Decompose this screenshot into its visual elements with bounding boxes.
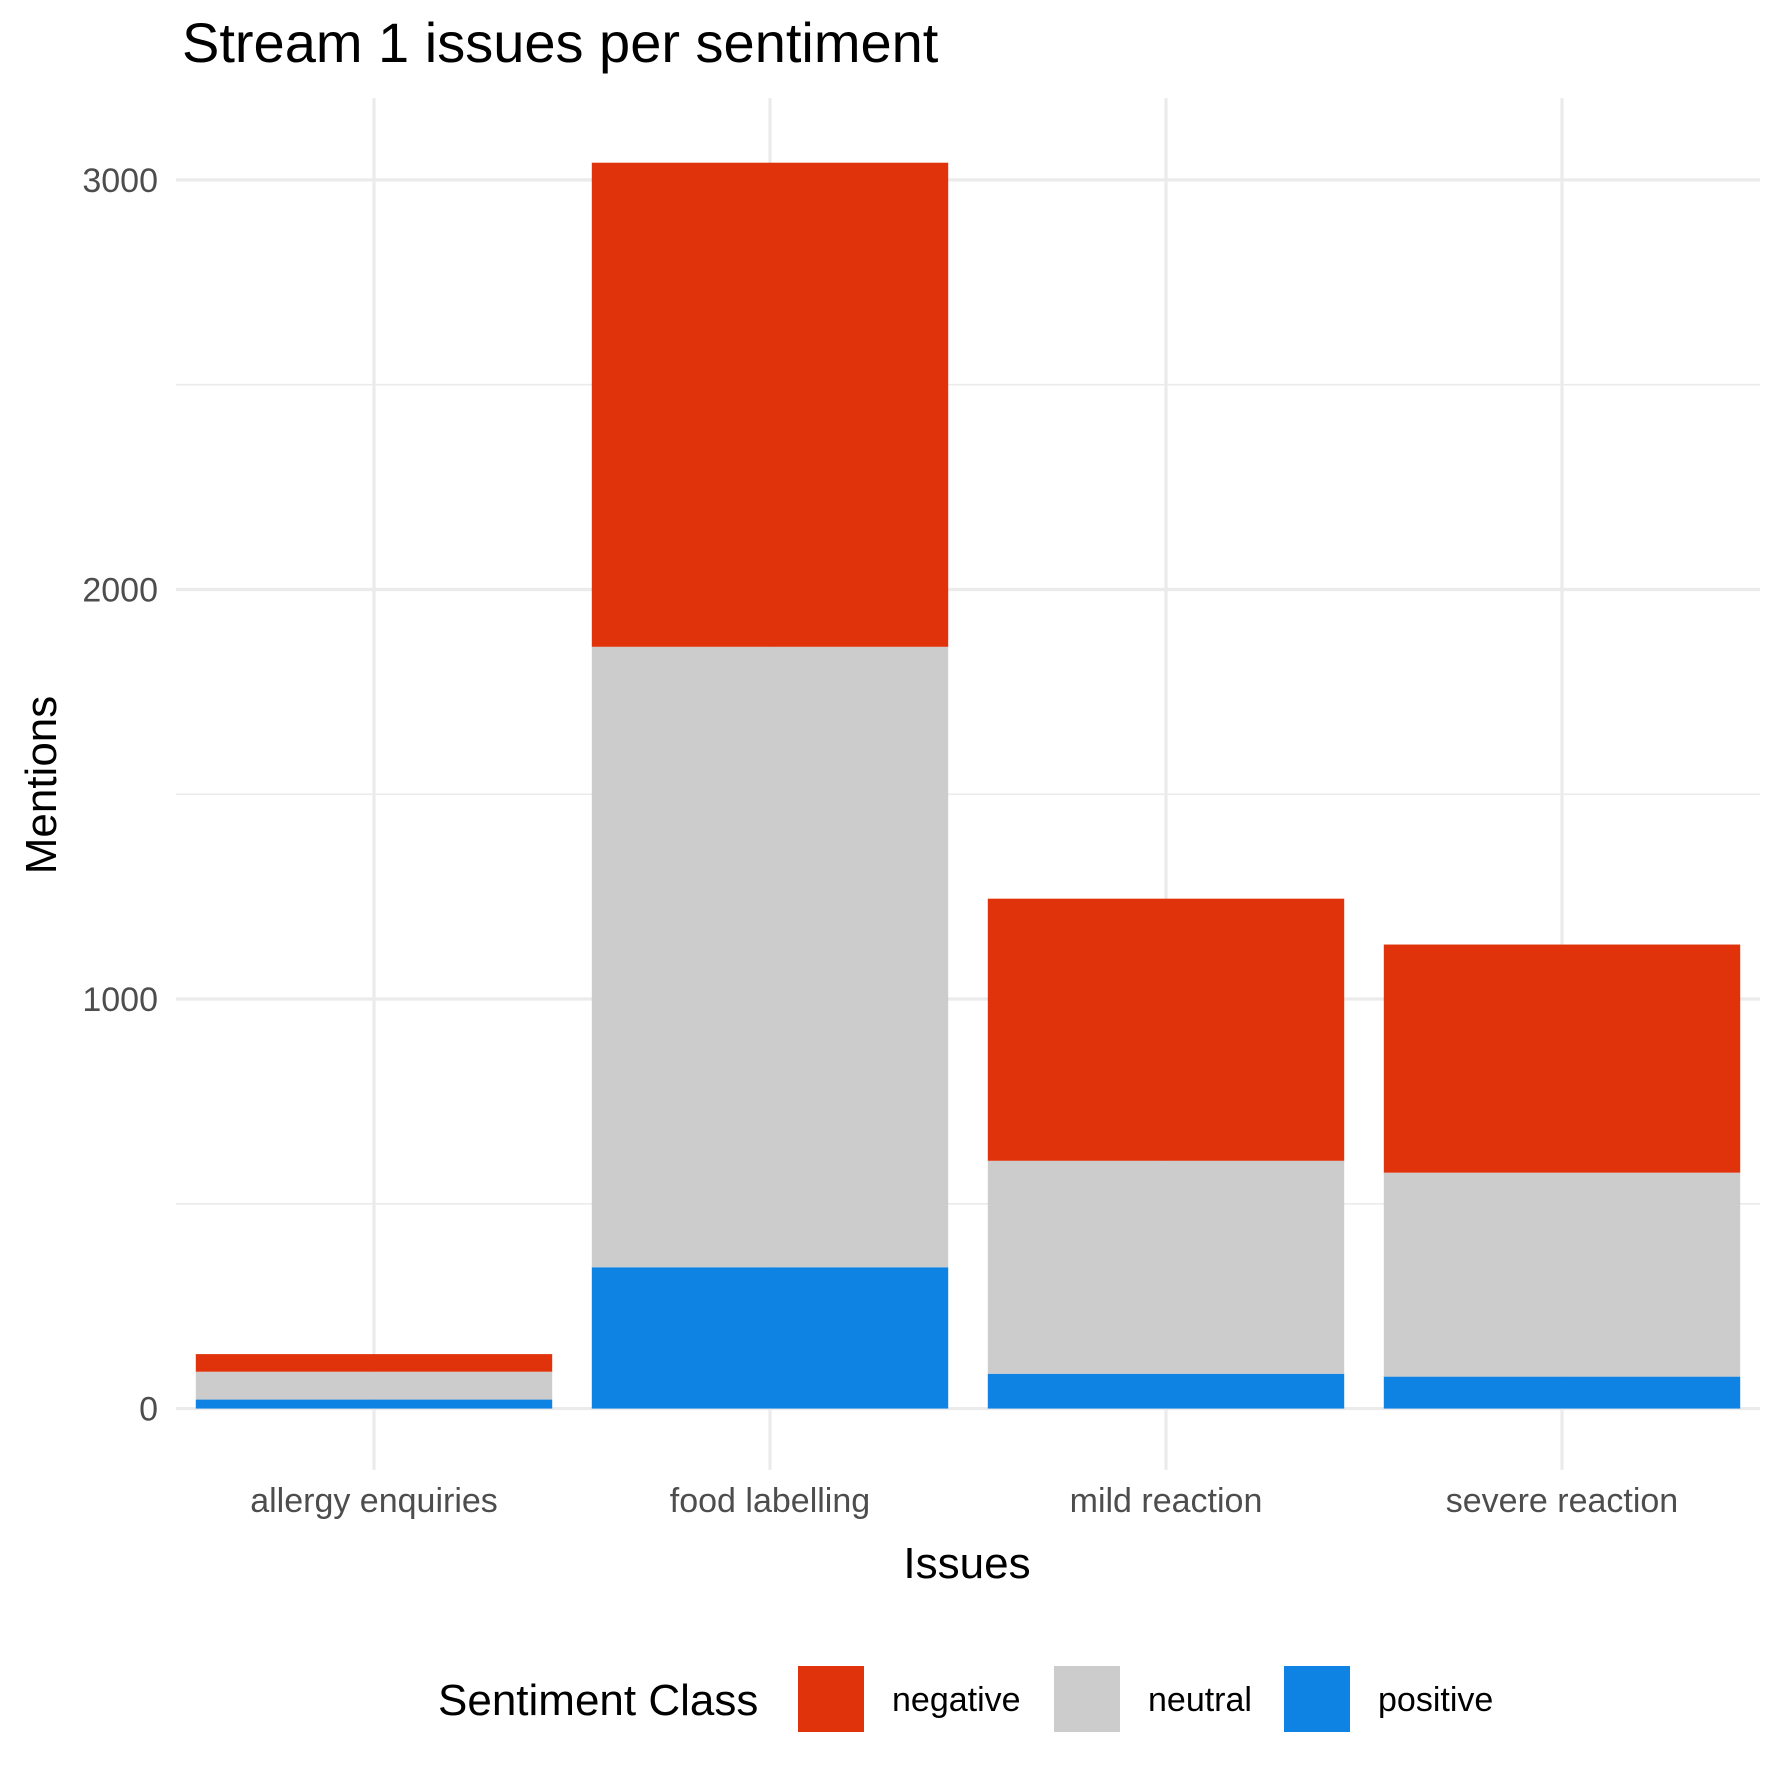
bar-segment-negative [195, 1354, 553, 1372]
x-tick-label: mild reaction [1070, 1482, 1263, 1520]
x-tick-label: allergy enquiries [250, 1482, 498, 1520]
legend-label-positive: positive [1378, 1681, 1493, 1719]
y-tick-label: 0 [139, 1391, 158, 1429]
y-axis-title: Mentions [17, 696, 66, 875]
legend: Sentiment Class negative neutral positive [438, 1666, 1493, 1732]
bar-segment-neutral [987, 1160, 1345, 1374]
x-tick-label: severe reaction [1446, 1482, 1678, 1520]
bar-segment-positive [195, 1399, 553, 1409]
y-tick-label: 3000 [82, 162, 158, 200]
bar-segment-neutral [195, 1371, 553, 1400]
legend-title: Sentiment Class [438, 1676, 758, 1725]
legend-swatch-negative [798, 1666, 864, 1732]
legend-label-neutral: neutral [1148, 1681, 1252, 1719]
legend-label-negative: negative [892, 1681, 1021, 1719]
chart-title: Stream 1 issues per sentiment [182, 11, 939, 74]
bar-segment-negative [1383, 944, 1741, 1173]
legend-swatch-positive [1284, 1666, 1350, 1732]
y-tick-label: 2000 [82, 571, 158, 609]
bar-segment-positive [1383, 1376, 1741, 1409]
y-tick-label: 1000 [82, 981, 158, 1019]
x-tick-label: food labelling [670, 1482, 870, 1520]
legend-swatch-neutral [1054, 1666, 1120, 1732]
x-tick-labels: allergy enquiries food labelling mild reac… [250, 1482, 1678, 1520]
bar-segment-neutral [591, 646, 949, 1268]
bar-layer [195, 162, 1741, 1409]
legend-items: negative neutral positive [798, 1666, 1493, 1732]
y-tick-labels: 0 1000 2000 3000 [82, 162, 158, 1429]
bar-segment-negative [987, 898, 1345, 1161]
bar-segment-positive [591, 1267, 949, 1409]
bar-segment-neutral [1383, 1172, 1741, 1377]
x-axis-title: Issues [903, 1539, 1030, 1588]
bar-segment-positive [987, 1373, 1345, 1409]
bar-segment-negative [591, 162, 949, 647]
